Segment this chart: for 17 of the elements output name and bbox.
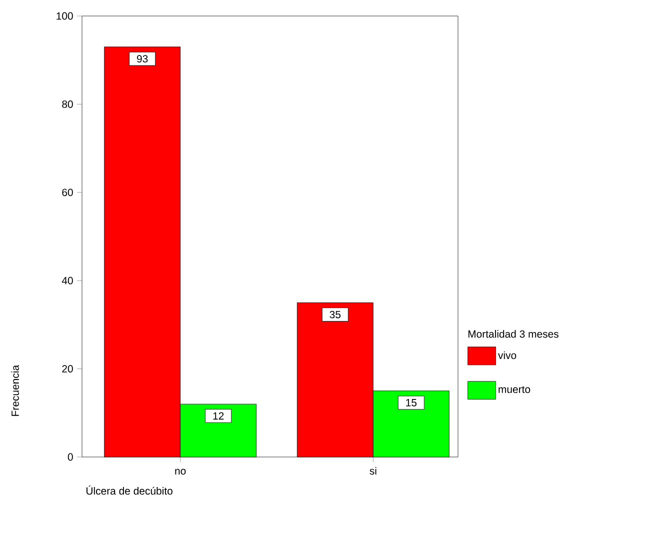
y-axis-title: Frecuencia [11,364,19,416]
data-label: 35 [330,310,341,318]
y-tick-label: 60 [62,188,73,196]
x-tick-label: si [370,466,376,475]
data-label: 93 [137,55,148,62]
legend-label: vivo [498,351,516,360]
y-tick-label: 100 [56,12,73,20]
x-tick-label: no [175,468,186,475]
data-label: 15 [406,399,417,406]
data-label: 12 [213,412,224,420]
y-tick-label: 0 [68,453,73,461]
y-tick-label: 40 [62,276,73,284]
y-tick-label: 80 [62,100,73,108]
y-tick-label: 20 [62,365,73,373]
legend-label: muerto [498,386,530,394]
x-axis-title: Úlcera de decúbito [86,485,172,495]
legend-title: Mortalidad 3 meses [468,330,558,338]
